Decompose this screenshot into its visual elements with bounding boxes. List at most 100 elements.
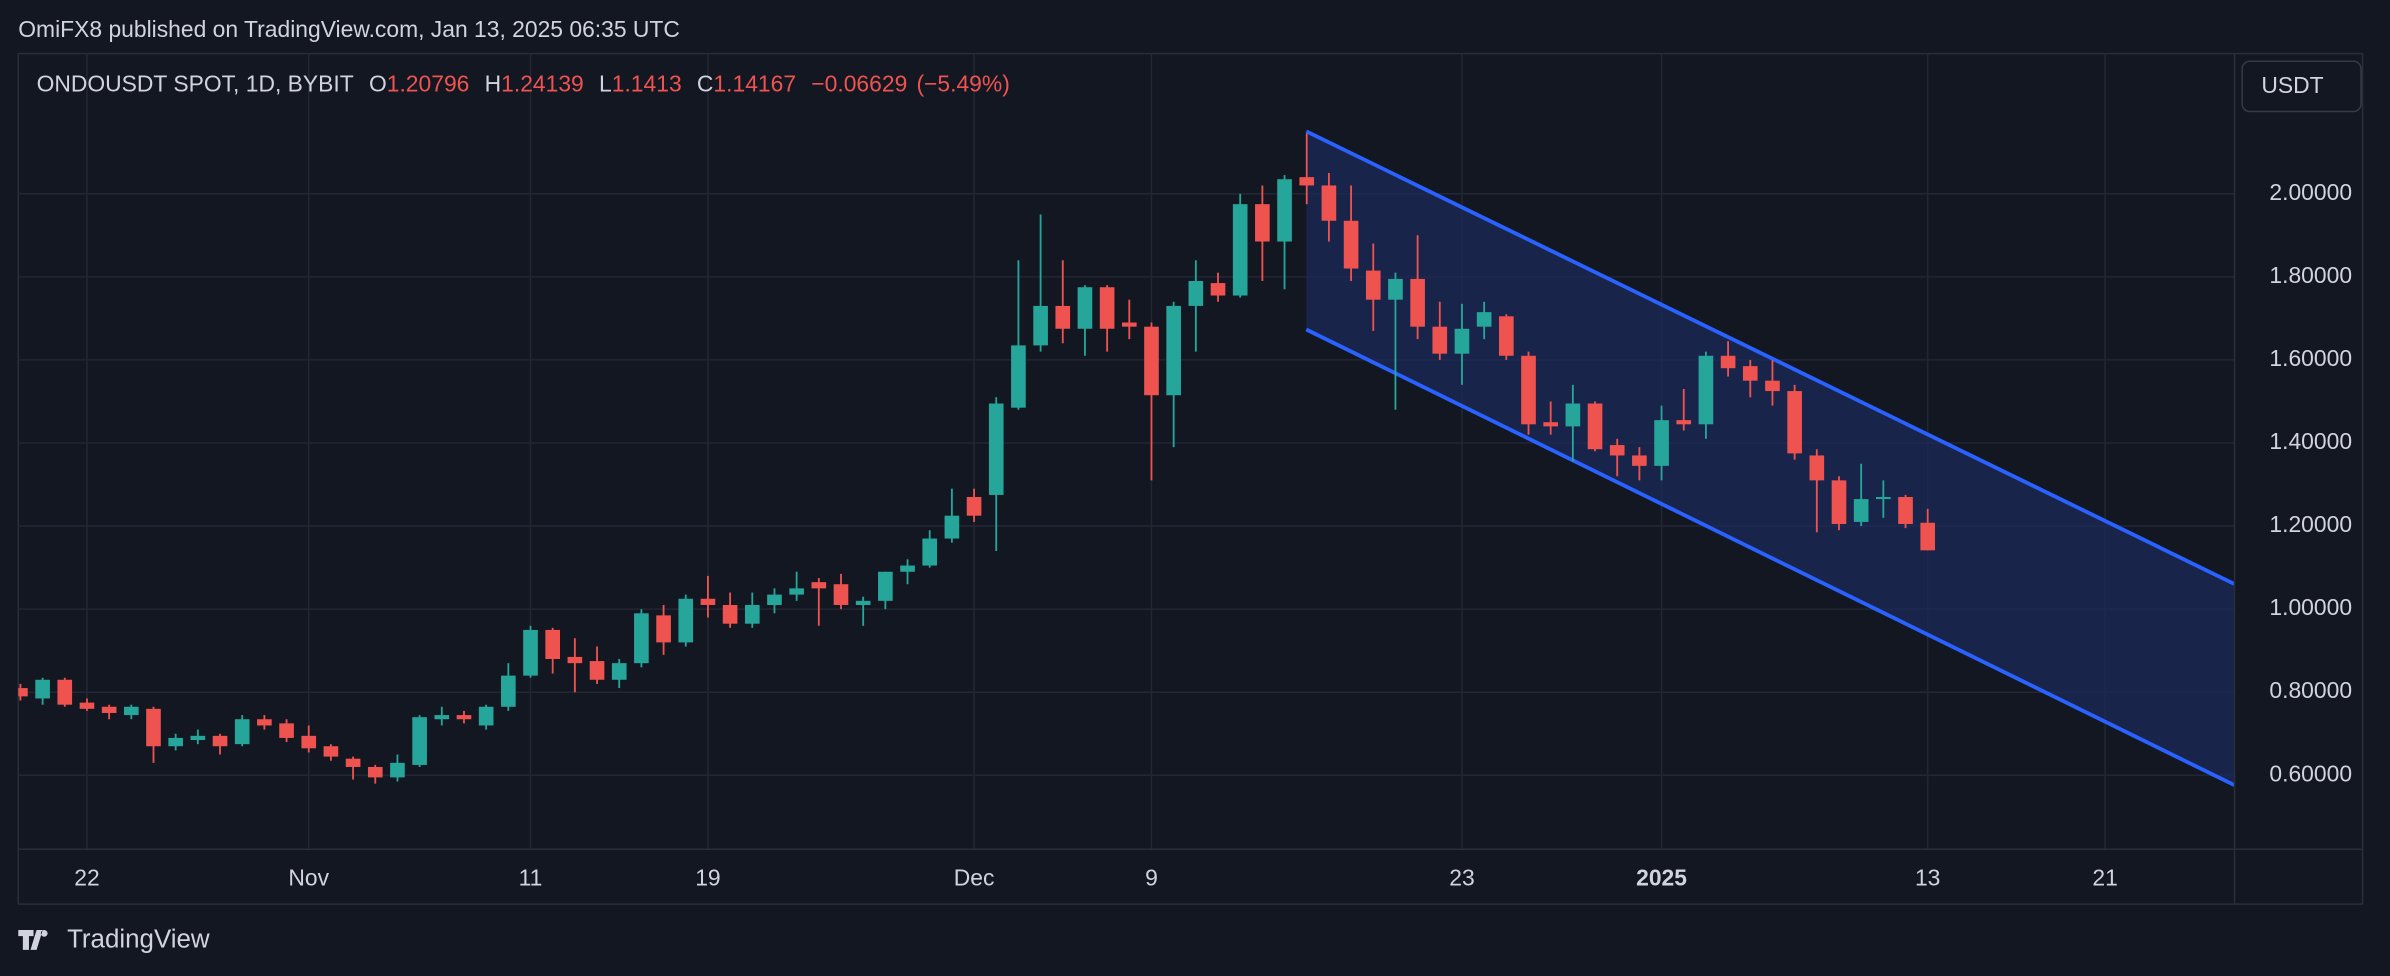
- open-value: 1.20796: [387, 71, 470, 97]
- candle-body: [35, 679, 50, 699]
- candle-body: [1831, 480, 1847, 524]
- y-tick-label: 2.00000: [2269, 179, 2352, 205]
- candle-body: [678, 598, 694, 643]
- change-value: −0.06629: [811, 71, 907, 97]
- candle-body: [1543, 422, 1558, 427]
- brand-name: TradingView: [67, 926, 210, 954]
- candle-body: [833, 584, 849, 605]
- candle-body: [1432, 326, 1448, 354]
- high-label: H: [485, 71, 502, 97]
- y-tick-label: 1.40000: [2269, 428, 2352, 454]
- candle-body: [1232, 204, 1248, 296]
- candle-body: [1321, 185, 1337, 221]
- candle-body: [1144, 326, 1159, 396]
- brand-logo: TradingView: [18, 926, 210, 954]
- candle-body: [1476, 312, 1492, 327]
- x-tick-label: Dec: [954, 865, 995, 891]
- candle-body: [1521, 355, 1536, 425]
- candle-body: [700, 598, 716, 605]
- candle-body: [1210, 283, 1226, 296]
- low-value: 1.1413: [612, 71, 682, 97]
- candle-body: [656, 615, 671, 643]
- published-note: OmiFX8 published on TradingView.com, Jan…: [18, 16, 680, 42]
- candle-body: [1388, 278, 1403, 300]
- candle-body: [1255, 204, 1270, 242]
- candle-body: [855, 600, 871, 605]
- x-tick-label: 11: [519, 865, 543, 891]
- candle-body: [767, 594, 782, 605]
- candle-body: [301, 735, 317, 749]
- channel-upper-line: [1305, 129, 2236, 586]
- y-tick-label: 1.80000: [2269, 262, 2352, 288]
- x-tick-label: 23: [1449, 865, 1474, 891]
- candle-body: [1565, 403, 1581, 427]
- candle-body: [611, 663, 627, 680]
- channel-lower-line: [1305, 327, 2236, 787]
- candle-body: [367, 766, 383, 778]
- candle-body: [345, 758, 361, 767]
- candle-body: [18, 688, 28, 697]
- candle-body: [190, 735, 206, 740]
- candle-body: [1011, 345, 1026, 408]
- candle-body: [1742, 366, 1758, 381]
- candle-body: [1853, 499, 1869, 522]
- currency-label[interactable]: USDT: [2261, 72, 2323, 98]
- candle-body: [1765, 380, 1780, 392]
- currency-button[interactable]: [2241, 60, 2362, 113]
- candle-body: [57, 679, 73, 705]
- y-tick-label: 1.60000: [2269, 345, 2352, 371]
- candle-body: [1609, 445, 1625, 456]
- candle-body: [789, 588, 804, 595]
- candle-body: [1587, 403, 1603, 450]
- change-percent: (−5.49%): [916, 71, 1009, 97]
- candle-body: [1410, 278, 1425, 327]
- candle-body: [1632, 455, 1647, 466]
- candle-body: [1299, 177, 1315, 186]
- candle-body: [123, 706, 139, 716]
- candle-body: [944, 515, 960, 539]
- candle-body: [922, 538, 938, 566]
- candle-body: [567, 656, 583, 664]
- candle-body: [900, 565, 915, 572]
- candle-body: [1787, 391, 1802, 454]
- candle-body: [744, 604, 760, 624]
- candle-body: [478, 706, 494, 726]
- high-value: 1.24139: [501, 71, 584, 97]
- parallel-channel: [1306, 131, 2235, 786]
- axis-labels: 0.60000 0.80000 1.00000 1.20000 1.40000 1.600…: [74, 179, 2352, 891]
- x-tick-label: 2025: [1636, 865, 1687, 891]
- x-tick-label: 9: [1145, 865, 1158, 891]
- open-label: O: [369, 71, 387, 97]
- symbol-header: ONDOUSDT SPOT, 1D, BYBIT O1.20796 H1.24139…: [37, 71, 1010, 97]
- candle-body: [390, 762, 405, 778]
- x-tick-label: 21: [2092, 865, 2117, 891]
- candle-body: [1898, 496, 1913, 524]
- candle-body: [323, 746, 339, 757]
- x-tick-label: 22: [74, 865, 99, 891]
- close-value: 1.14167: [713, 71, 796, 97]
- candle-body: [545, 629, 561, 659]
- symbol: ONDOUSDT SPOT, 1D, BYBIT: [37, 71, 354, 97]
- x-tick-label: 13: [1915, 865, 1940, 891]
- candle-body: [1343, 220, 1359, 269]
- candle-body: [1454, 328, 1470, 354]
- candle-body: [101, 706, 117, 713]
- candle-body: [589, 661, 605, 680]
- candle-body: [1676, 420, 1692, 425]
- candle-body: [1365, 270, 1381, 300]
- candle-body: [1698, 355, 1714, 425]
- candle-body: [212, 735, 228, 747]
- candle-body: [878, 571, 893, 601]
- close-label: C: [697, 71, 714, 97]
- candles: [18, 133, 1936, 784]
- candle-body: [279, 723, 294, 738]
- candle-body: [1920, 522, 1936, 551]
- candle-body: [79, 702, 95, 709]
- low-label: L: [599, 71, 612, 97]
- candle-body: [966, 496, 982, 516]
- candle-body: [1077, 287, 1093, 329]
- candle-body: [1099, 287, 1115, 329]
- candle-body: [501, 675, 516, 707]
- x-tick-label: 19: [695, 865, 720, 891]
- candle-body: [988, 403, 1004, 495]
